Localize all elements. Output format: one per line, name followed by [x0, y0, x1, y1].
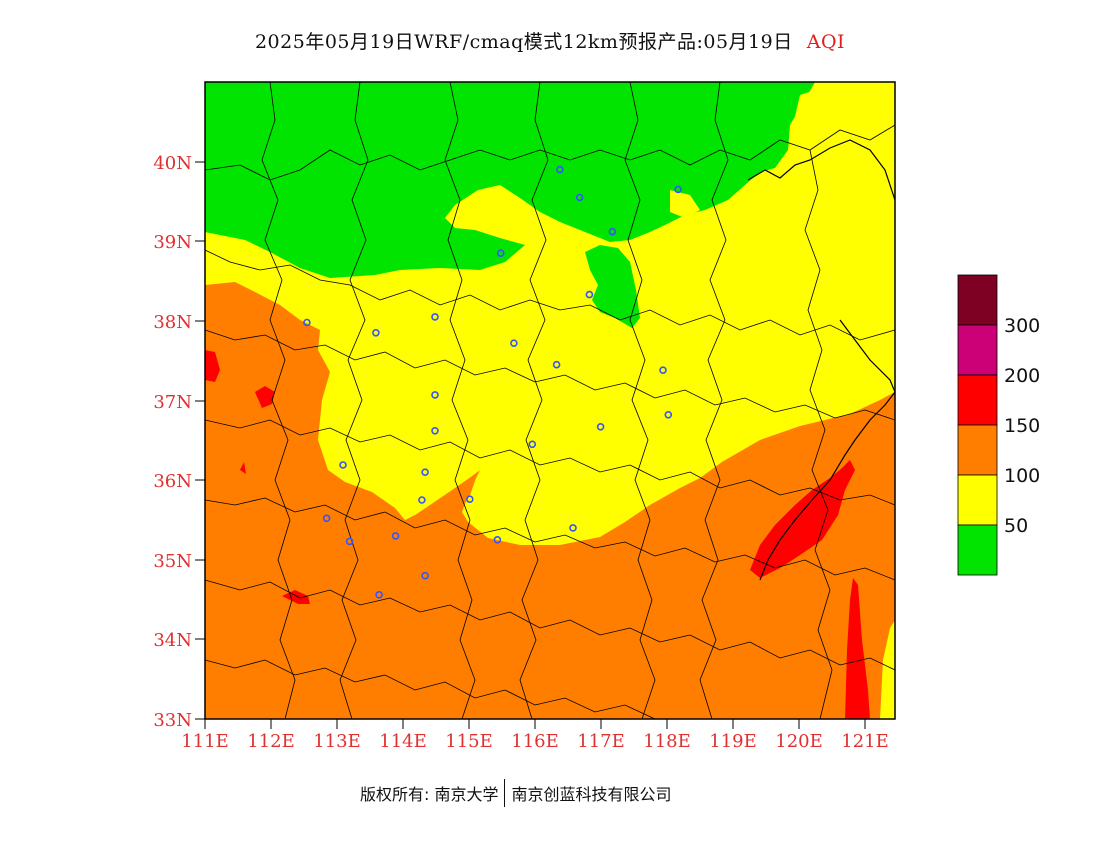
lat-label: 38N: [153, 312, 192, 333]
aqi-fields: [205, 82, 895, 719]
station-marker: [664, 410, 673, 419]
legend-swatch-150-200: [957, 374, 998, 426]
title-text: 2025年05月19日WRF/cmaq模式12km预报产品:05月19日: [254, 31, 793, 53]
aqi-zone-yellow-se: [880, 620, 895, 719]
legend-label: 300: [1004, 315, 1040, 337]
station-marker: [528, 440, 537, 449]
aqi-zone-green: [205, 82, 815, 278]
station-marker: [391, 532, 400, 540]
station-marker: [431, 391, 439, 399]
title-variable: AQI: [806, 31, 846, 53]
aqi-zone-red-coast: [750, 460, 855, 578]
station-marker: [431, 313, 439, 321]
station-marker: [496, 249, 505, 257]
station-marker: [596, 422, 605, 431]
legend-label: 150: [1004, 415, 1040, 437]
lat-label: 35N: [153, 551, 192, 572]
station-marker: [375, 590, 383, 599]
map-title: 2025年05月19日WRF/cmaq模式12km预报产品:05月19日 AQI: [0, 27, 1100, 54]
lon-label: 111E: [181, 731, 229, 752]
aqi-zone-orange-spur: [405, 472, 478, 535]
station-marker: [339, 461, 347, 469]
aqi-zone-red-spot-a: [255, 386, 275, 408]
station-marker: [585, 290, 594, 299]
footer-divider: [504, 779, 506, 807]
station-marker: [418, 496, 426, 504]
lon-label: 116E: [511, 731, 559, 752]
aqi-zone-red-spot-c: [240, 462, 246, 474]
legend-swatch-0-50: [957, 524, 998, 576]
station-marker: [372, 328, 380, 337]
station-marker: [556, 165, 564, 174]
longitude-axis: 111E 112E 113E 114E 115E 116E 117E 118E …: [181, 719, 889, 752]
lon-label: 112E: [247, 731, 295, 752]
aqi-zone-red-west: [205, 350, 220, 382]
station-marker: [322, 514, 331, 523]
station-marker: [552, 360, 561, 369]
lat-label: 39N: [153, 232, 192, 253]
lon-label: 118E: [643, 731, 691, 752]
station-marker: [608, 227, 617, 236]
lat-label: 37N: [153, 392, 192, 413]
aqi-zone-yellow-ne: [790, 82, 895, 165]
copyright-footer: 版权所有: 南京大学 南京创蓝科技有限公司: [360, 778, 672, 808]
station-marker: [421, 468, 429, 477]
station-marker: [345, 537, 354, 546]
copyright-owner: 版权所有: 南京大学: [360, 785, 499, 804]
lat-label: 40N: [153, 153, 192, 174]
copyright-company: 南京创蓝科技有限公司: [511, 785, 672, 804]
station-marker: [569, 524, 577, 532]
legend-swatch-100-150: [957, 424, 998, 476]
aqi-zone-red-south: [845, 578, 870, 719]
lon-label: 117E: [577, 731, 625, 752]
station-marker: [465, 495, 474, 504]
lon-label: 119E: [709, 731, 757, 752]
coastline: [747, 139, 895, 581]
aqi-zone-yellow-north: [670, 190, 700, 218]
aqi-zone-green-pocket: [585, 245, 640, 328]
admin-boundaries: [205, 82, 895, 719]
latitude-axis: 33N 34N 35N 36N 37N 38N 39N 40N: [153, 153, 205, 731]
lon-label: 113E: [313, 731, 361, 752]
lat-label: 34N: [153, 630, 192, 651]
legend-label: 50: [1004, 515, 1028, 537]
lat-label: 36N: [153, 471, 192, 492]
lon-label: 120E: [775, 731, 823, 752]
aqi-zone-red-spot-b: [282, 590, 310, 604]
station-marker: [510, 339, 518, 348]
lon-label: 114E: [379, 731, 427, 752]
lon-label: 115E: [445, 731, 493, 752]
legend-swatch-50-100: [957, 474, 998, 526]
station-marker: [674, 185, 682, 194]
lat-label: 33N: [153, 710, 192, 731]
station-marker: [493, 535, 502, 544]
aqi-legend: 300 200 150 100 50: [957, 274, 1040, 576]
legend-swatch-300plus: [957, 274, 998, 326]
station-marker: [421, 571, 429, 580]
station-marker: [659, 366, 667, 375]
legend-label: 100: [1004, 465, 1040, 487]
legend-swatch-200-300: [957, 324, 998, 376]
station-marker: [575, 193, 584, 202]
lon-label: 121E: [841, 731, 889, 752]
station-marker: [303, 318, 311, 327]
legend-label: 200: [1004, 365, 1040, 387]
station-marker: [431, 426, 439, 435]
monitoring-stations: [303, 165, 682, 599]
